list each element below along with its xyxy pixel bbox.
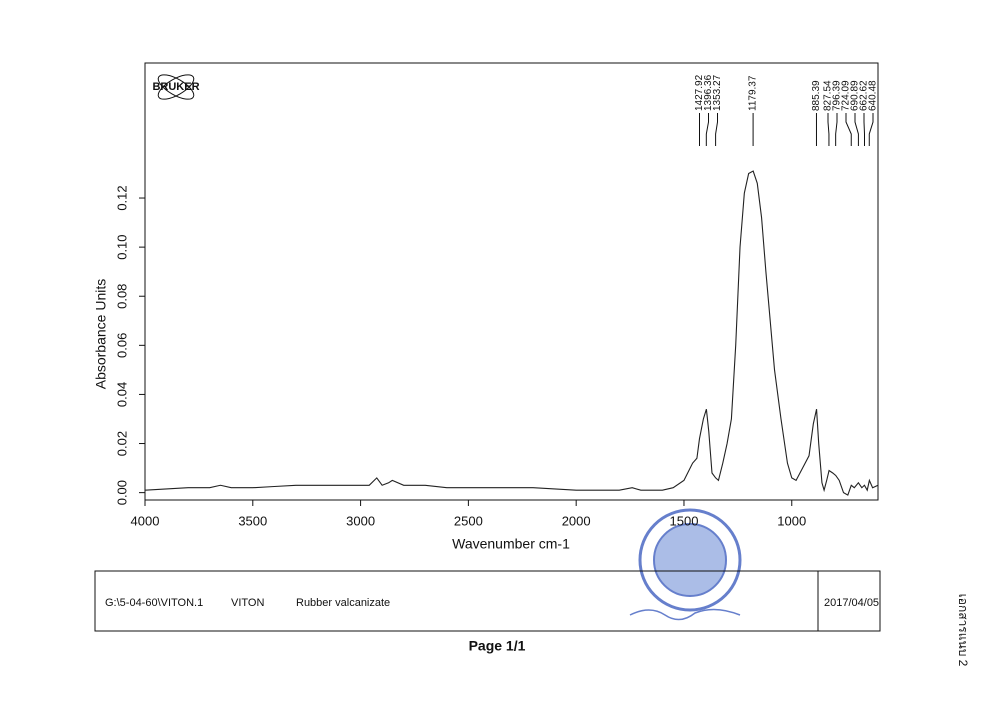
x-tick-label: 4000 — [131, 513, 160, 528]
logo-text: BRUKER — [152, 81, 199, 93]
y-tick-label: 0.02 — [114, 431, 129, 456]
peak-label: 662.62 — [859, 80, 870, 111]
peak-label: 1427.92 — [694, 74, 705, 111]
y-tick-label: 0.04 — [114, 382, 129, 407]
x-tick-label: 1000 — [777, 513, 806, 528]
logo: BRUKER — [152, 74, 200, 100]
page-number: Page 1/1 — [469, 638, 526, 654]
y-tick-label: 0.00 — [114, 480, 129, 505]
date: 2017/04/05 — [824, 597, 879, 609]
peak-label: 827.54 — [823, 80, 834, 111]
peak-connector — [835, 113, 838, 146]
peak-label: 640.48 — [868, 80, 879, 111]
peak-connector — [868, 113, 874, 146]
description: Rubber valcanizate — [296, 597, 390, 609]
y-axis-label: Absorbance Units — [93, 279, 109, 390]
plot-frame — [144, 62, 879, 501]
spectrum-line — [144, 170, 879, 496]
peak-connector — [715, 113, 719, 146]
x-axis-label: Wavenumber cm-1 — [452, 536, 570, 552]
x-tick-label: 3500 — [238, 513, 267, 528]
peak-connector — [827, 113, 830, 146]
peak-label: 690.89 — [850, 80, 861, 111]
y-tick-label: 0.10 — [114, 234, 129, 259]
file-path: G:\5-04-60\VITON.1 — [105, 597, 203, 609]
peak-label: 724.09 — [841, 80, 852, 111]
x-tick-label: 2000 — [562, 513, 591, 528]
peak-connector — [854, 113, 859, 146]
peak-label: 1396.36 — [703, 74, 714, 111]
peak-label: 796.39 — [832, 80, 843, 111]
peak-connector — [705, 113, 710, 146]
peak-label: 1353.27 — [712, 74, 723, 111]
y-tick-label: 0.08 — [114, 284, 129, 309]
x-tick-label: 3000 — [346, 513, 375, 528]
stamp — [629, 508, 742, 621]
footer-box — [94, 570, 881, 632]
side-note: เอกสารแนบ 2 — [956, 594, 970, 667]
peak-label: 885.39 — [811, 80, 822, 111]
y-tick-label: 0.06 — [114, 333, 129, 358]
peak-label: 1179.37 — [748, 75, 759, 111]
x-tick-label: 1500 — [670, 513, 699, 528]
peak-connector — [845, 113, 852, 146]
sample-name: VITON — [231, 597, 264, 609]
x-tick-label: 2500 — [454, 513, 483, 528]
y-tick-label: 0.12 — [114, 185, 129, 210]
